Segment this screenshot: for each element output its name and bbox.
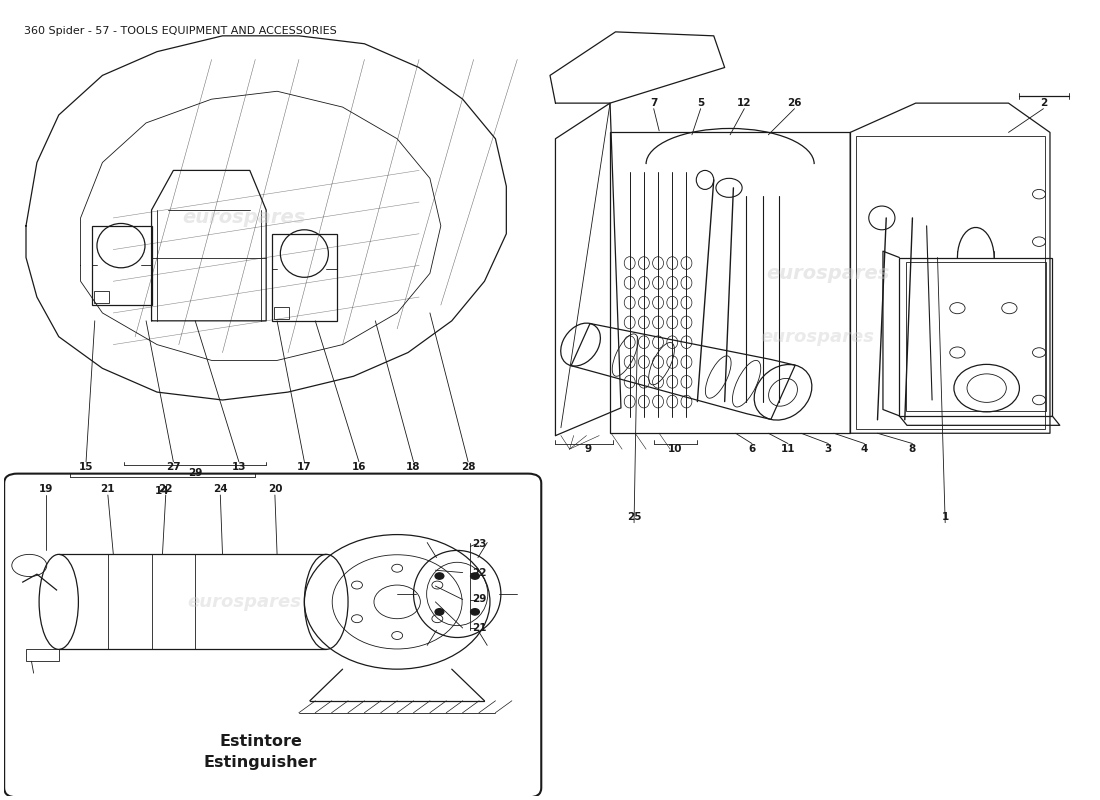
Text: 1: 1 [942, 512, 949, 522]
Text: 11: 11 [781, 444, 795, 454]
Text: 22: 22 [472, 567, 486, 578]
Text: 20: 20 [267, 484, 282, 494]
Text: 2: 2 [1040, 98, 1047, 108]
Text: 6: 6 [748, 444, 756, 454]
Text: 29: 29 [188, 468, 202, 478]
Text: 28: 28 [461, 462, 475, 472]
Text: eurospares: eurospares [187, 593, 301, 611]
Text: 18: 18 [406, 462, 421, 472]
Bar [610, 133, 850, 434]
Bar [91, 226, 152, 305]
Text: 7: 7 [650, 98, 658, 108]
Bar [900, 258, 1053, 416]
Text: Estintore
Estinguisher: Estintore Estinguisher [204, 734, 318, 770]
Circle shape [471, 573, 480, 579]
Text: 8: 8 [909, 444, 916, 454]
Bar [906, 262, 1046, 411]
Text: 19: 19 [39, 484, 53, 494]
Text: eurospares: eurospares [760, 328, 874, 346]
Text: 10: 10 [669, 444, 683, 454]
Text: eurospares: eurospares [767, 264, 890, 283]
Circle shape [436, 573, 443, 579]
Text: 16: 16 [352, 462, 366, 472]
Text: eurospares: eurospares [183, 209, 306, 227]
Bar [274, 306, 289, 319]
Bar [94, 290, 109, 303]
Text: 26: 26 [788, 98, 802, 108]
Bar [856, 136, 1045, 430]
Text: 27: 27 [166, 462, 180, 472]
Text: 17: 17 [297, 462, 311, 472]
Text: 5: 5 [697, 98, 704, 108]
Text: 13: 13 [232, 462, 246, 472]
Text: 24: 24 [213, 484, 228, 494]
Text: 23: 23 [472, 539, 486, 549]
Text: 29: 29 [472, 594, 486, 605]
Text: 360 Spider - 57 - TOOLS EQUIPMENT AND ACCESSORIES: 360 Spider - 57 - TOOLS EQUIPMENT AND AC… [24, 26, 337, 36]
Text: 21: 21 [100, 484, 116, 494]
Bar [26, 650, 58, 662]
Text: 12: 12 [737, 98, 751, 108]
Text: 4: 4 [860, 444, 868, 454]
Text: 25: 25 [627, 512, 641, 522]
FancyBboxPatch shape [4, 474, 541, 798]
Text: 14: 14 [155, 486, 169, 496]
Text: 3: 3 [825, 444, 832, 454]
Text: 9: 9 [584, 444, 592, 454]
Text: 22: 22 [158, 484, 173, 494]
Circle shape [471, 609, 480, 615]
Bar [272, 234, 337, 321]
Text: 21: 21 [472, 623, 486, 633]
Text: 15: 15 [79, 462, 94, 472]
Circle shape [436, 609, 443, 615]
